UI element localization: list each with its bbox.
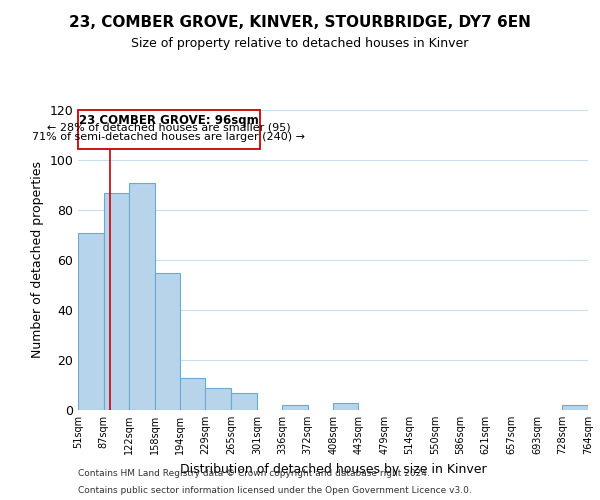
Bar bbox=[282, 405, 308, 410]
Bar bbox=[562, 405, 588, 410]
Bar bbox=[180, 378, 205, 410]
Bar bbox=[104, 192, 129, 410]
Bar bbox=[231, 392, 257, 410]
X-axis label: Distribution of detached houses by size in Kinver: Distribution of detached houses by size … bbox=[179, 462, 487, 475]
Bar bbox=[129, 182, 155, 410]
Text: Contains HM Land Registry data © Crown copyright and database right 2024.: Contains HM Land Registry data © Crown c… bbox=[78, 468, 430, 477]
Bar bbox=[334, 402, 358, 410]
Text: 23, COMBER GROVE, KINVER, STOURBRIDGE, DY7 6EN: 23, COMBER GROVE, KINVER, STOURBRIDGE, D… bbox=[69, 15, 531, 30]
Bar bbox=[205, 388, 231, 410]
Text: 23 COMBER GROVE: 96sqm: 23 COMBER GROVE: 96sqm bbox=[79, 114, 259, 126]
Bar bbox=[78, 232, 104, 410]
Y-axis label: Number of detached properties: Number of detached properties bbox=[31, 162, 44, 358]
Bar bbox=[155, 272, 180, 410]
Text: Contains public sector information licensed under the Open Government Licence v3: Contains public sector information licen… bbox=[78, 486, 472, 495]
FancyBboxPatch shape bbox=[78, 110, 260, 149]
Text: ← 28% of detached houses are smaller (95): ← 28% of detached houses are smaller (95… bbox=[47, 122, 290, 132]
Text: Size of property relative to detached houses in Kinver: Size of property relative to detached ho… bbox=[131, 38, 469, 51]
Text: 71% of semi-detached houses are larger (240) →: 71% of semi-detached houses are larger (… bbox=[32, 132, 305, 142]
